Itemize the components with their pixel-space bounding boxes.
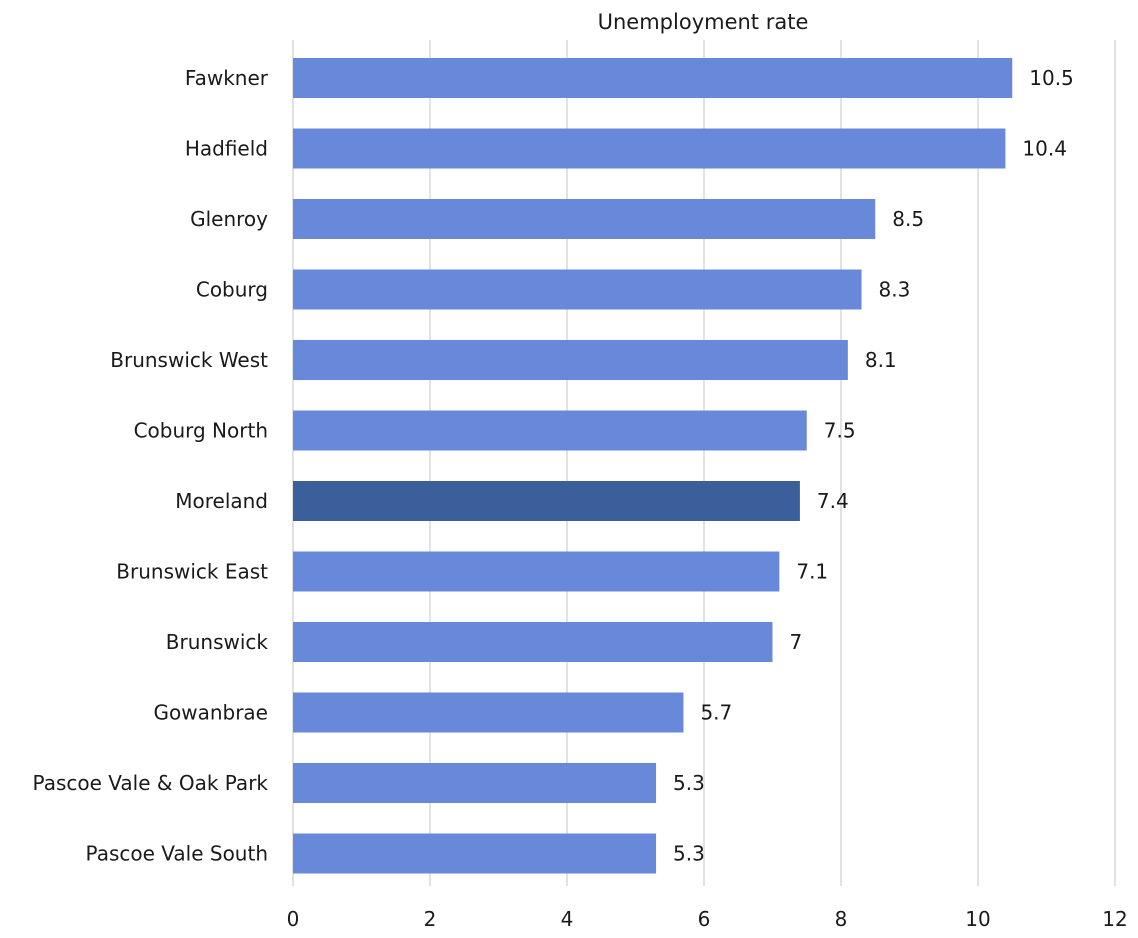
category-label: Coburg (196, 278, 268, 302)
bars (293, 58, 1013, 874)
category-label: Gowanbrae (153, 701, 268, 725)
data-label: 7.1 (796, 560, 828, 584)
data-label: 5.3 (673, 771, 705, 795)
data-label: 7.5 (824, 419, 856, 443)
category-label: Glenroy (190, 207, 268, 231)
category-label: Brunswick East (116, 560, 268, 584)
x-tick-label: 2 (424, 907, 437, 931)
category-label: Hadfield (185, 137, 268, 161)
bar (293, 833, 657, 874)
x-tick-label: 10 (965, 907, 990, 931)
x-tick-label: 4 (561, 907, 574, 931)
bar (293, 269, 862, 310)
category-label: Brunswick West (110, 348, 268, 372)
x-tick-label: 0 (287, 907, 300, 931)
bar (293, 481, 800, 521)
bar (293, 410, 807, 451)
x-axis-ticks: 0 2 4 6 8 10 12 (287, 907, 1128, 931)
category-label: Moreland (175, 489, 268, 513)
bar (293, 551, 780, 592)
x-tick-label: 8 (835, 907, 848, 931)
x-tick-label: 12 (1102, 907, 1127, 931)
bar (293, 692, 684, 733)
data-label: 10.4 (1022, 137, 1067, 161)
category-label: Fawkner (185, 66, 269, 90)
gridlines (292, 40, 1116, 886)
category-label: Pascoe Vale South (86, 842, 268, 866)
data-label: 8.3 (879, 278, 911, 302)
category-labels: Fawkner Hadfield Glenroy Coburg Brunswick We… (33, 66, 269, 866)
value-labels: 10.5 10.4 8.5 8.3 8.1 7.5 7.4 7.1 7 5.7 5.3 5.3 (673, 66, 1074, 866)
data-label: 7.4 (817, 489, 849, 513)
category-label: Brunswick (166, 630, 269, 654)
chart-title: Unemployment rate (598, 10, 809, 34)
x-tick-label: 6 (698, 907, 711, 931)
bar (293, 622, 773, 662)
data-label: 7 (790, 630, 803, 654)
bar (293, 58, 1013, 98)
bar (293, 199, 876, 239)
category-label: Pascoe Vale & Oak Park (33, 771, 269, 795)
category-label: Coburg North (134, 419, 268, 443)
bar (293, 128, 1006, 169)
data-label: 8.5 (892, 207, 924, 231)
data-label: 5.3 (673, 842, 705, 866)
data-label: 10.5 (1029, 66, 1074, 90)
data-label: 5.7 (700, 701, 732, 725)
bar (293, 340, 848, 380)
bar (293, 763, 657, 803)
data-label: 8.1 (865, 348, 897, 372)
